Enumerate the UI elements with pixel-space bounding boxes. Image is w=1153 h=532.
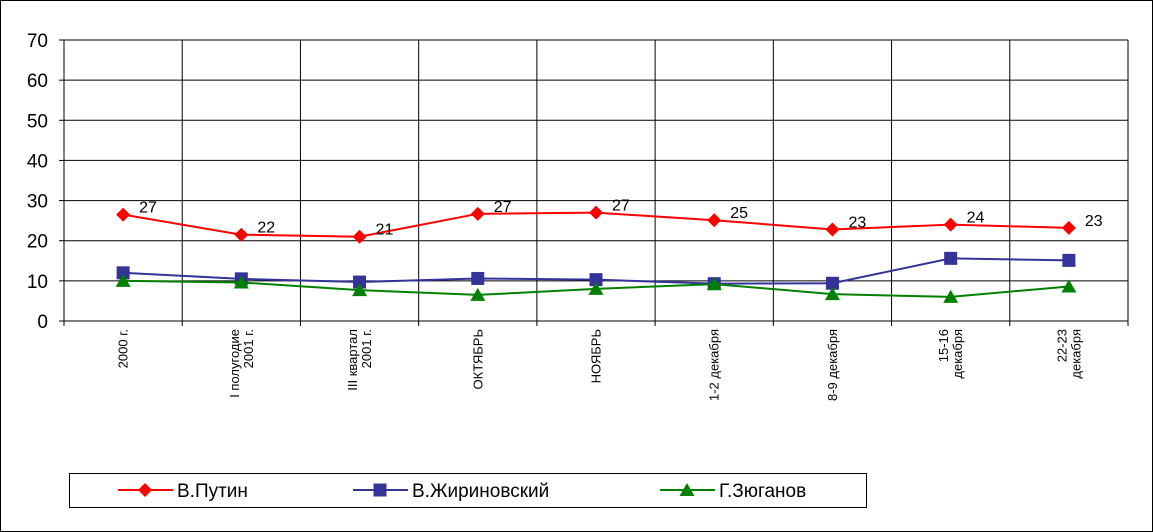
data-label: 27 (612, 198, 630, 215)
y-tick-label: 40 (27, 151, 48, 172)
y-tick-label: 0 (37, 312, 48, 333)
series-point (943, 217, 958, 232)
legend-label: Г.Зюганов (719, 481, 806, 502)
x-tick-label-line: 22-23 (1054, 329, 1069, 362)
series-point (825, 276, 839, 290)
x-tick-label: НОЯБРЬ (589, 329, 604, 383)
series-point (471, 271, 485, 285)
x-tick-label-line: 2001 г. (359, 329, 374, 368)
series-point (470, 287, 486, 301)
series-point (115, 273, 131, 287)
x-tick-label-line: 2000 г. (116, 329, 131, 368)
data-labels: 27 22 21 27 27 25 23 24 23 (139, 198, 1103, 239)
series-point (1061, 279, 1077, 293)
data-label: 27 (139, 200, 157, 217)
axes (59, 39, 1129, 326)
series-point (353, 275, 367, 289)
legend-label: В.Путин (177, 481, 248, 502)
data-label: 23 (1085, 213, 1103, 230)
x-tick-label-line: III квартал (345, 329, 360, 391)
series-point (233, 275, 249, 289)
series-point (825, 222, 840, 237)
series-point (824, 287, 840, 301)
x-tick-label: 1-2 декабря (707, 329, 722, 401)
x-tick-label: ОКТЯБРЬ (470, 329, 485, 389)
series-point (470, 206, 485, 221)
x-tick-label: 8-9 декабря (825, 329, 840, 401)
legend-swatch-marker (373, 483, 387, 497)
x-tick-label: III квартал 2001 г. (345, 329, 374, 391)
x-tick-label: 15-16 декабря (936, 329, 965, 379)
x-tick-label: 2000 г. (116, 329, 131, 368)
series-point (116, 207, 131, 222)
x-axis-ticks: 2000 г. I полугодие 2001 г. III квартал 2001… (116, 329, 1084, 401)
data-label: 23 (848, 214, 866, 231)
series-point (116, 266, 130, 280)
x-tick-label-line: декабря (1068, 329, 1083, 379)
series-point (352, 229, 367, 244)
y-tick-label: 10 (27, 272, 48, 293)
data-label: 25 (730, 205, 748, 222)
x-tick-label-line: 15-16 (936, 329, 951, 362)
x-tick-label-line: 8-9 декабря (825, 329, 840, 401)
series (115, 205, 1077, 303)
series-point (707, 213, 722, 228)
data-label: 21 (376, 222, 394, 239)
series-point (234, 227, 249, 242)
x-tick-label-line: ОКТЯБРЬ (470, 329, 485, 389)
y-tick-label: 70 (27, 31, 48, 52)
x-tick-label: I полугодие 2001 г. (227, 329, 256, 398)
x-tick-label-line: декабря (950, 329, 965, 379)
data-label: 22 (257, 220, 275, 237)
legend: В.Путин В.Жириновский Г.Зюганов (69, 473, 867, 508)
y-axis-ticks: 0 10 20 30 40 50 60 70 (27, 31, 48, 333)
series-point (588, 281, 604, 295)
x-tick-label-line: 1-2 декабря (707, 329, 722, 401)
data-label: 24 (967, 210, 985, 227)
series-point (706, 277, 722, 291)
legend-swatch-marker (138, 483, 152, 497)
x-tick-label-line: НОЯБРЬ (589, 329, 604, 383)
legend-swatch-marker (679, 483, 695, 496)
y-tick-label: 50 (27, 111, 48, 132)
series-point (589, 273, 603, 287)
series-point (589, 205, 603, 220)
x-tick-label-line: 2001 г. (241, 329, 256, 368)
legend-item: Г.Зюганов (660, 481, 806, 502)
data-label: 27 (494, 199, 512, 216)
legend-item: В.Жириновский (353, 481, 549, 502)
series-point (352, 283, 368, 297)
series-point (1062, 253, 1076, 267)
x-tick-label: 22-23 декабря (1054, 329, 1083, 379)
y-tick-label: 20 (27, 232, 48, 253)
y-tick-label: 30 (27, 192, 48, 213)
legend-box (69, 473, 867, 508)
series-point (944, 251, 958, 265)
series-point (1061, 220, 1076, 235)
legend-item: В.Путин (118, 481, 248, 502)
series-point (943, 289, 959, 303)
legend-label: В.Жириновский (412, 481, 549, 502)
x-tick-label-line: I полугодие (227, 329, 242, 398)
y-tick-label: 60 (27, 71, 48, 92)
